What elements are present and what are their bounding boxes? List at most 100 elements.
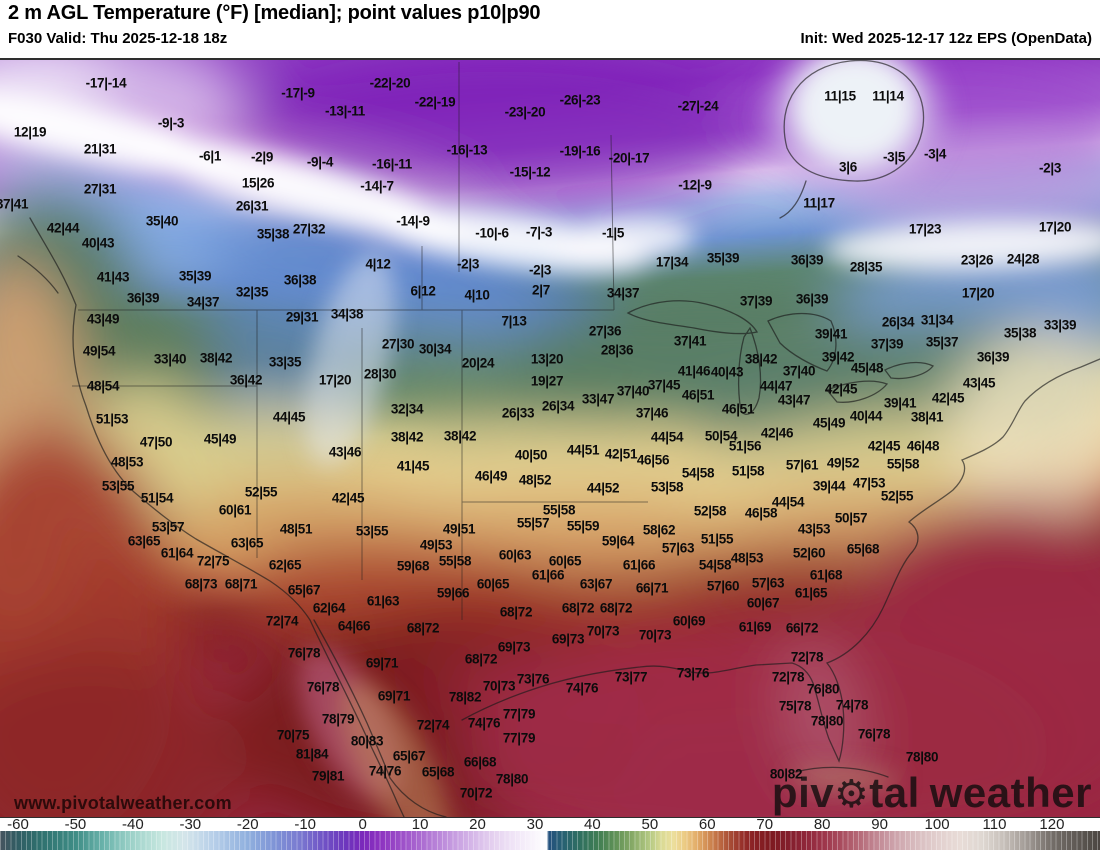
point-value: 11|15 (824, 88, 856, 104)
point-value: 58|62 (642, 522, 676, 538)
point-value: 40|43 (710, 364, 744, 380)
point-value: 76|78 (857, 726, 891, 742)
point-value: -27|-24 (677, 98, 719, 114)
point-value: 37|40 (782, 363, 816, 379)
point-value: 52|55 (244, 484, 278, 500)
point-value: 51|56 (728, 438, 762, 454)
point-value: 38|42 (443, 428, 477, 444)
point-value: 27|30 (381, 336, 415, 352)
point-value: 74|76 (467, 715, 501, 731)
point-value: 74|76 (368, 763, 402, 779)
point-value: 63|67 (579, 576, 613, 592)
point-value: 69|71 (377, 688, 411, 704)
point-value: 44|45 (272, 409, 306, 425)
point-value: 46|49 (474, 468, 508, 484)
point-value: -2|9 (250, 149, 274, 165)
point-value: -17|-9 (281, 85, 315, 101)
point-value: -9|-3 (157, 115, 185, 131)
point-value: 37|45 (647, 377, 681, 393)
colorbar-tick: 40 (584, 816, 601, 833)
point-value: 68|72 (599, 600, 633, 616)
point-value: -7|-3 (525, 224, 553, 240)
point-value: -14|-9 (396, 213, 430, 229)
colorbar-tick: 0 (358, 816, 367, 833)
point-value: 43|45 (962, 375, 996, 391)
temperature-shading-detail (0, 60, 1100, 817)
point-value: 2|7 (532, 282, 550, 298)
point-value: 61|69 (738, 619, 772, 635)
point-value: 33|35 (268, 354, 302, 370)
point-value: 11|17 (803, 195, 835, 211)
point-value: 49|52 (826, 455, 860, 471)
point-value: 51|53 (95, 411, 129, 427)
point-value: 42|46 (760, 425, 794, 441)
point-value: 55|58 (438, 553, 472, 569)
point-value: 46|56 (636, 452, 670, 468)
point-value: 26|33 (501, 405, 535, 421)
point-value: 72|75 (196, 553, 230, 569)
colorbar-tick: -30 (179, 816, 202, 833)
point-value: 53|57 (151, 519, 185, 535)
point-value: 51|55 (700, 531, 734, 547)
point-value: 27|32 (292, 221, 326, 237)
point-value: 65|67 (287, 582, 321, 598)
colorbar: -60 -50 -40 -30 -20 -10 0 10 20 30 40 50 60 70 80 90 100… (0, 816, 1100, 850)
point-value: 55|59 (566, 518, 600, 534)
point-value: 12|19 (13, 124, 47, 140)
point-value: 35|37 (925, 334, 959, 350)
point-value: 28|36 (600, 342, 634, 358)
point-value: 44|47 (759, 378, 793, 394)
point-value: 50|54 (704, 428, 738, 444)
logo-text-pre: piv (771, 769, 835, 817)
point-value: 73|76 (516, 671, 550, 687)
point-value: 61|65 (794, 585, 828, 601)
point-value: 45|49 (812, 415, 846, 431)
point-value: 72|74 (265, 613, 299, 629)
point-value: 65|68 (421, 764, 455, 780)
point-value: 66|68 (463, 754, 497, 770)
colorbar-tick: 50 (641, 816, 659, 833)
map-canvas[interactable]: -17|-14 -22|-20 -22|-19 -26|-23 -23|-20 -27|-… (0, 58, 1100, 818)
colorbar-tick: 20 (469, 816, 486, 833)
point-value: 43|49 (86, 311, 120, 327)
point-value: -2|3 (1038, 160, 1062, 176)
point-value: -22|-19 (414, 94, 456, 110)
point-value: 59|68 (396, 558, 430, 574)
point-value: 53|55 (355, 523, 389, 539)
point-value: 36|38 (283, 272, 317, 288)
point-value: 76|78 (306, 679, 340, 695)
point-value: 37|39 (739, 293, 773, 309)
point-value: 69|73 (497, 639, 531, 655)
page-title: 2 m AGL Temperature (°F) [median]; point… (8, 2, 541, 24)
point-value: 81|84 (295, 746, 329, 762)
point-value: 28|35 (849, 259, 883, 275)
point-value: 32|34 (390, 401, 424, 417)
point-value: 45|49 (203, 431, 237, 447)
point-value: 41|43 (96, 269, 130, 285)
point-value: 76|78 (287, 645, 321, 661)
point-value: -10|-6 (475, 225, 509, 241)
colorbar-tick: 90 (871, 816, 888, 833)
point-value: 40|50 (514, 447, 548, 463)
point-value: 26|34 (881, 314, 915, 330)
point-value: 51|58 (731, 463, 765, 479)
point-value: -9|-4 (306, 154, 334, 170)
point-value: 7|13 (501, 313, 527, 329)
colorbar-tick: 110 (982, 816, 1007, 833)
point-value: 44|54 (650, 429, 684, 445)
point-value: 46|51 (681, 387, 715, 403)
point-value: 49|54 (82, 343, 116, 359)
point-value: 36|42 (229, 372, 263, 388)
point-value: 59|66 (436, 585, 470, 601)
point-value: 23|26 (960, 252, 994, 268)
point-value: 52|55 (880, 488, 914, 504)
point-value: 35|38 (256, 226, 290, 242)
point-value: 20|24 (461, 355, 495, 371)
point-value: 70|73 (482, 678, 516, 694)
point-value: 74|76 (565, 680, 599, 696)
point-value: 42|45 (867, 438, 901, 454)
point-value: 36|39 (976, 349, 1010, 365)
point-value: 57|61 (785, 457, 819, 473)
point-value: 59|64 (601, 533, 635, 549)
